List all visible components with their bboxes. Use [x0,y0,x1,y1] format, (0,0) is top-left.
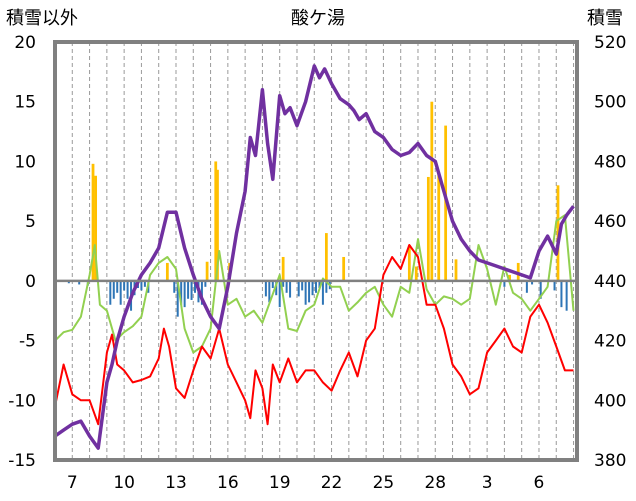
x-tick: 28 [424,473,446,493]
right-axis-label: 積雪 [587,8,623,29]
snow_change_negative-bar [560,280,563,308]
snowfall-bar [414,266,418,281]
snow_change_negative-bar [183,280,186,308]
y-tick-left: -10 [8,391,36,411]
snow_change_negative-bar [553,280,556,291]
snow_change_negative-bar [140,280,143,291]
snow_change_negative-bar [187,280,190,299]
snow_change_negative-bar [194,280,197,293]
left-axis-label: 積雪以外 [6,8,78,29]
snow_change_negative-bar [109,280,112,305]
y-tick-right: 480 [594,152,626,172]
x-tick: 25 [373,473,395,493]
x-tick: 13 [165,473,187,493]
vertical-gridlines [71,42,575,460]
snowfall-bar [214,161,218,281]
snowfall-bar [430,101,434,281]
snow_change_negative-bar [180,280,183,305]
snow_change_negative-bar [275,280,278,296]
snow_change_negative-bar [315,280,317,293]
snow_change_negative-bar [301,280,304,291]
snow_change_negative-bar [503,280,506,287]
snow_change_negative-bar [297,280,300,297]
y-tick-left: -15 [8,451,36,471]
y-tick-left: -5 [19,332,36,352]
snow_change_negative-bar [176,280,179,317]
snow_change_negative-bar [78,280,81,285]
snow_change_negative-bar [308,280,311,303]
snow_change_negative-bar [565,280,568,311]
snowfall-bar [165,262,169,281]
snow_change_negative-bar [112,280,115,299]
snow_change_negative-bar [123,280,126,291]
snow_change_negative-bar [282,280,285,287]
x-tick: 6 [534,473,545,493]
snow_change_negative-bar [321,280,324,305]
x-tick: 10 [113,473,135,493]
snowfall-bar [556,185,560,281]
y-tick-right: 440 [594,272,626,292]
snowfall-bar [342,256,346,281]
snow_change_negative-bar [264,280,267,297]
snow_depth-line [53,64,575,450]
bar-series [67,101,568,317]
snowfall-bar [205,261,209,281]
snowfall-bar [426,176,430,281]
y-tick-left: 20 [14,33,36,53]
x-tick: 16 [217,473,239,493]
x-tick: 3 [482,473,493,493]
temp_max-line [54,214,575,354]
snowfall-bar [216,169,219,281]
snow_change_negative-bar [311,280,314,296]
y-tick-right: 380 [594,451,626,471]
x-tick: 22 [321,473,343,493]
x-tick: 19 [269,473,291,493]
snow_change_negative-bar [525,280,528,293]
temp_min-line [54,244,574,426]
snow_change_negative-bar [539,280,542,299]
snowfall-bar [454,259,458,281]
snowfall-bar [94,175,98,281]
plot-frame [53,40,579,462]
snow_change_negative-bar [278,280,281,308]
y-tick-right: 500 [594,93,626,113]
snow_change_negative-bar [531,280,534,285]
y-tick-right: 420 [594,332,626,352]
snow_change_negative-bar [204,280,207,287]
snow_change_negative-bar [116,280,119,293]
y-tick-right: 400 [594,391,626,411]
snow_change_negative-bar [190,280,193,300]
snow_change_negative-bar [271,280,274,289]
snow_change_negative-bar [126,280,129,299]
snow_change_negative-bar [285,280,288,293]
snow_change_negative-bar [200,280,203,305]
snow_change_negative-bar [119,280,122,305]
y-tick-right: 520 [594,33,626,53]
snow_change_negative-bar [268,280,271,303]
y-tick-left: 5 [25,212,36,232]
y-tick-left: 10 [14,152,36,172]
snowfall-bar [437,173,441,281]
snow_change_negative-bar [289,280,292,298]
snow_change_negative-bar [318,280,321,289]
line-series [53,64,575,450]
y-tick-left: 0 [25,272,36,292]
chart-title: 酸ケ湯 [291,8,345,29]
snowfall-bar [281,256,285,281]
y-tick-left: 15 [14,93,36,113]
snow_change_negative-bar [325,280,328,293]
x-tick: 7 [67,473,78,493]
snow_change_negative-bar [143,280,146,287]
snowfall-bar [91,163,95,281]
snow_change_negative-bar [304,280,307,305]
snowfall-bar [508,274,511,281]
snow_change_negative-bar [173,280,176,293]
snowfall-bar [324,233,328,281]
snowfall-bar [407,245,411,281]
y-tick-right: 460 [594,212,626,232]
tick-labels: -15 -10 -5 0 5 10 15 20 380 400 420 440 460 480 500 520… [8,33,626,493]
